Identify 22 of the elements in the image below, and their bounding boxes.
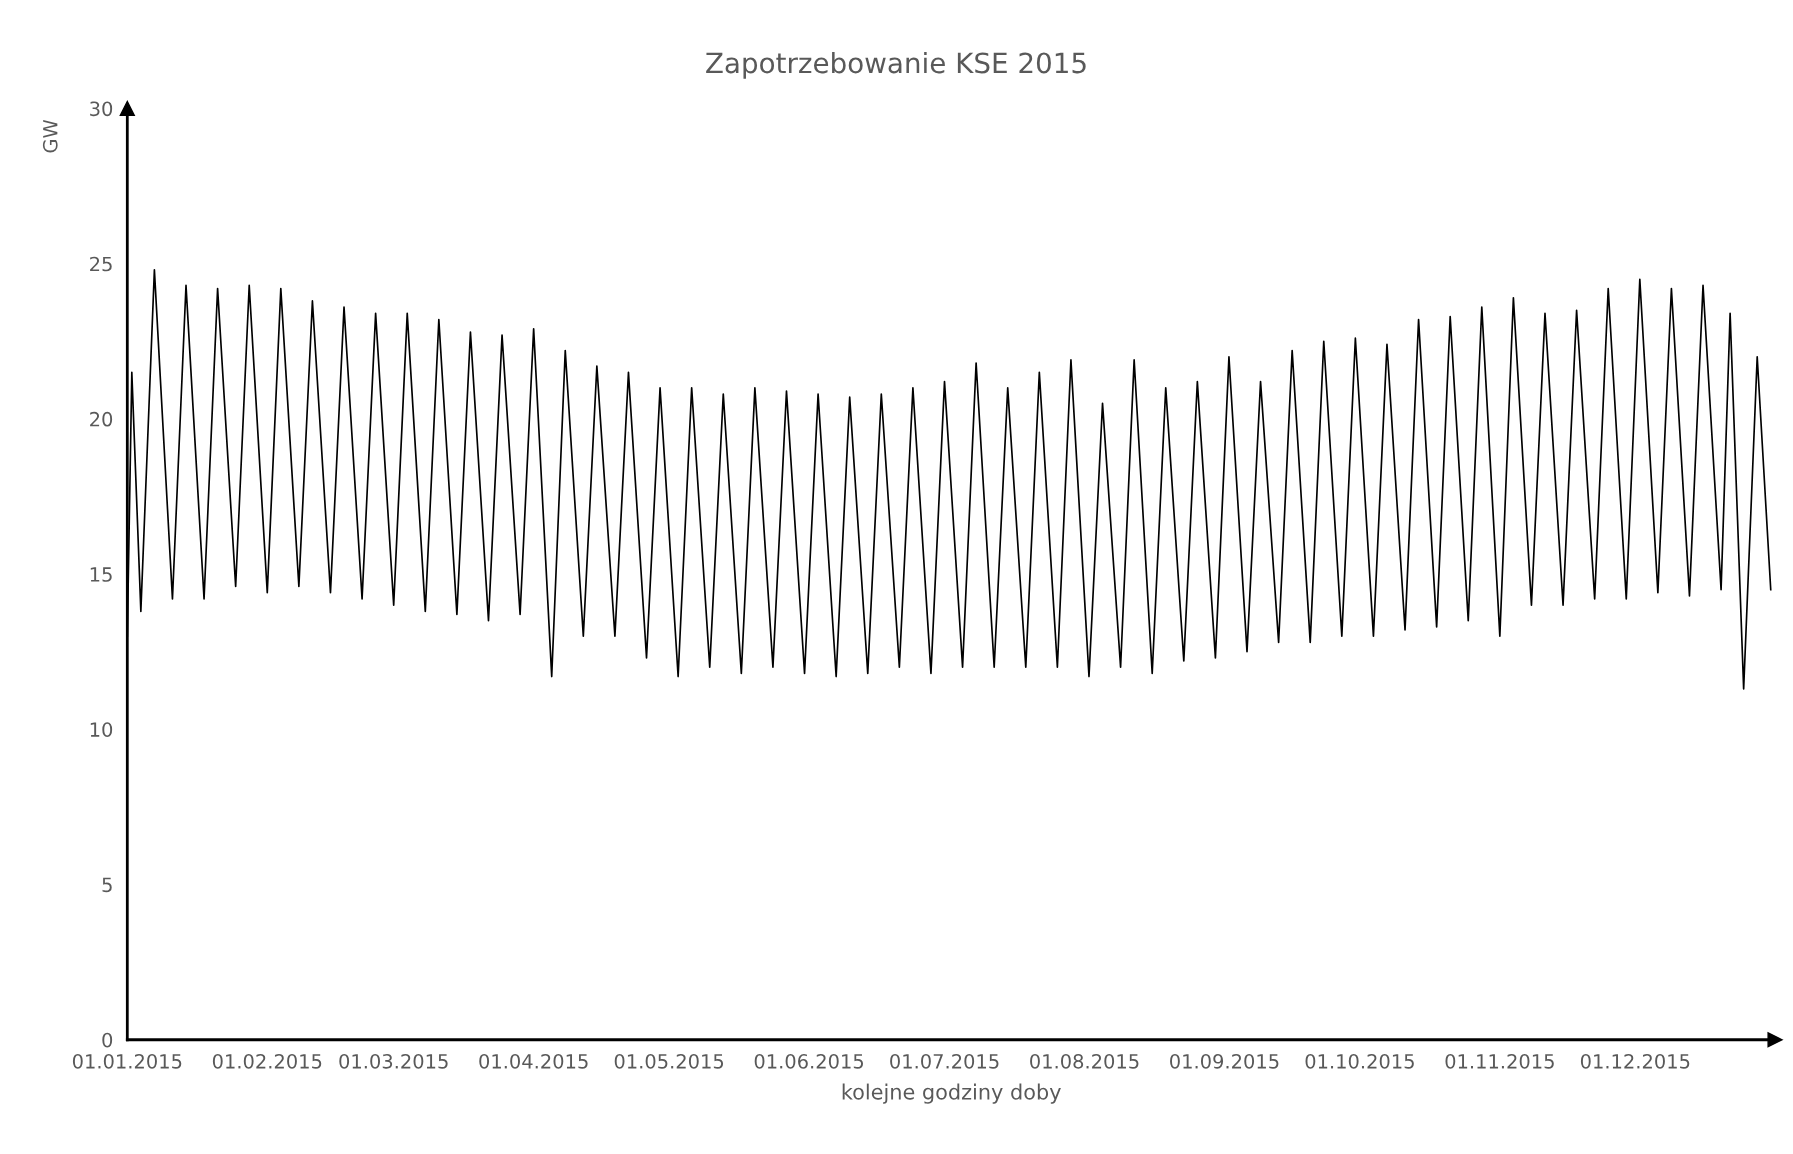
x-tick-label: 01.02.2015 — [212, 1053, 322, 1069]
x-tick-label: 01.01.2015 — [72, 1053, 182, 1069]
y-tick-label: 0 — [102, 1032, 113, 1048]
x-tick-label: 01.04.2015 — [479, 1053, 588, 1069]
y-tick-label: 20 — [90, 411, 113, 427]
y-tick-label: 30 — [90, 101, 113, 117]
x-tick-label: 01.11.2015 — [1445, 1053, 1554, 1069]
x-tick-label: 01.07.2015 — [890, 1053, 999, 1069]
y-tick-label: 15 — [90, 567, 112, 582]
chart-title: Zapotrzebowanie KSE 2015 — [706, 51, 1086, 79]
y-tick-label: 25 — [90, 256, 112, 272]
y-tick-label: 10 — [90, 722, 113, 737]
x-tick-label: 01.03.2015 — [339, 1053, 448, 1069]
x-tick-label: 01.12.2015 — [1580, 1053, 1690, 1069]
x-tick-label: 01.08.2015 — [1030, 1053, 1139, 1069]
x-axis-title: kolejne godziny doby — [842, 1083, 1061, 1104]
x-tick-label: 01.10.2015 — [1305, 1053, 1414, 1069]
y-tick-label: 5 — [102, 877, 112, 893]
x-tick-label: 01.06.2015 — [754, 1053, 864, 1069]
x-tick-label: 01.05.2015 — [614, 1053, 724, 1069]
x-tick-label: 01.09.2015 — [1170, 1053, 1279, 1069]
y-axis-title: GW — [42, 119, 58, 153]
